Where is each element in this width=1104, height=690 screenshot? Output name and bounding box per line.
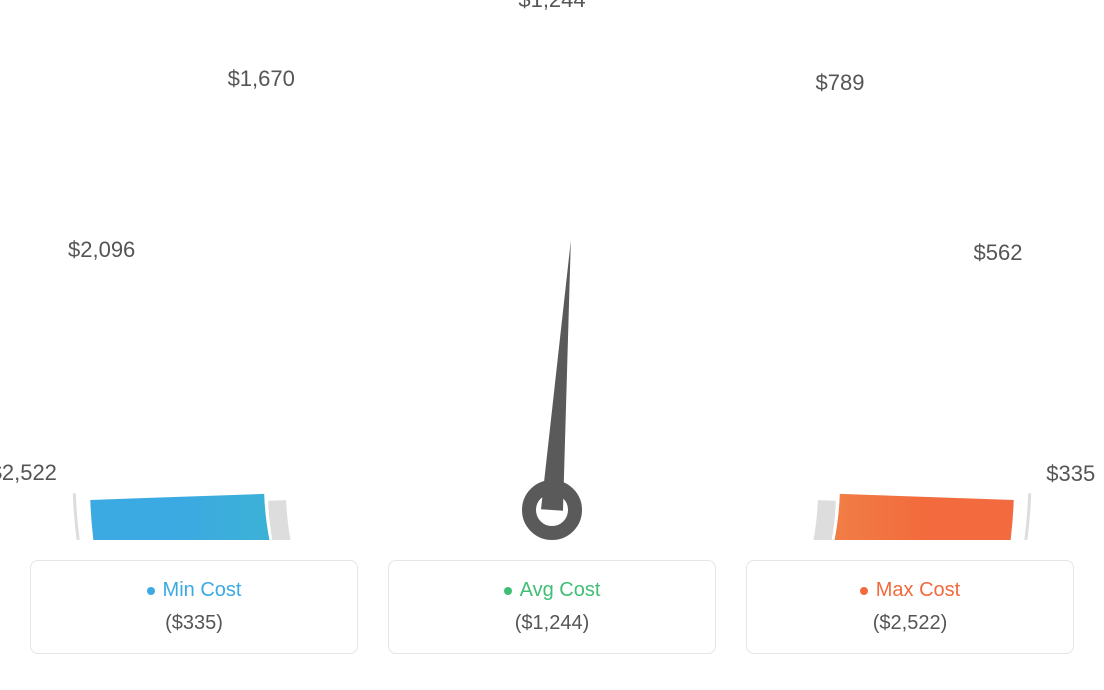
gauge-chart: $335 $562 $789 $1,244 $1,670 $2,096 $2,522 bbox=[0, 0, 1104, 540]
avg-cost-dot bbox=[504, 587, 512, 595]
summary-cards: Min Cost ($335) Avg Cost ($1,244) Max Co… bbox=[0, 560, 1104, 654]
avg-cost-label: Avg Cost bbox=[520, 579, 601, 602]
gauge-tick-label: $2,522 bbox=[0, 460, 57, 486]
gauge-tick-label: $1,244 bbox=[518, 0, 585, 13]
gauge-tick-label: $2,096 bbox=[68, 237, 135, 263]
min-cost-label: Min Cost bbox=[163, 579, 242, 602]
min-cost-card: Min Cost ($335) bbox=[30, 560, 358, 654]
avg-cost-value: ($1,244) bbox=[389, 612, 715, 635]
max-cost-title: Max Cost bbox=[860, 579, 960, 602]
min-cost-title: Min Cost bbox=[147, 579, 242, 602]
max-cost-dot bbox=[860, 587, 868, 595]
avg-cost-title: Avg Cost bbox=[504, 579, 601, 602]
min-cost-value: ($335) bbox=[31, 612, 357, 635]
min-cost-dot bbox=[147, 587, 155, 595]
gauge-tick-label: $1,670 bbox=[228, 66, 295, 92]
gauge-tick-label: $562 bbox=[974, 240, 1023, 266]
avg-cost-card: Avg Cost ($1,244) bbox=[388, 560, 716, 654]
gauge-svg bbox=[0, 0, 1104, 540]
gauge-tick-label: $789 bbox=[816, 70, 865, 96]
max-cost-label: Max Cost bbox=[876, 579, 960, 602]
max-cost-card: Max Cost ($2,522) bbox=[746, 560, 1074, 654]
gauge-tick-label: $335 bbox=[1046, 461, 1095, 487]
max-cost-value: ($2,522) bbox=[747, 612, 1073, 635]
